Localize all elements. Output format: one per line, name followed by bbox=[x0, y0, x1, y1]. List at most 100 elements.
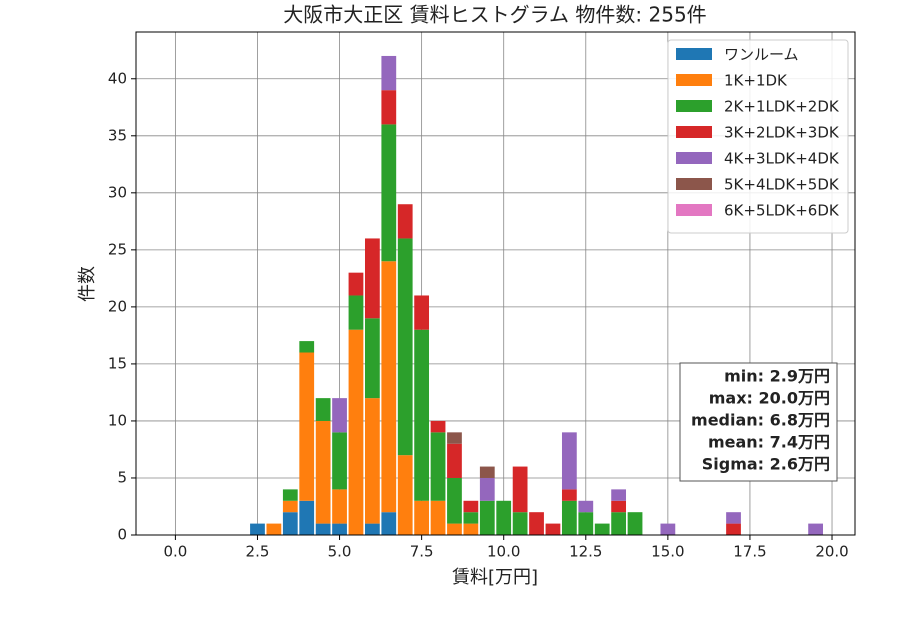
bar-segment bbox=[282, 489, 298, 501]
y-tick-label: 35 bbox=[108, 126, 127, 144]
bar-segment bbox=[381, 261, 397, 513]
bar-segment bbox=[529, 512, 544, 535]
legend: ワンルーム 1K+1DK 2K+1LDK+2DK 3K+2LDK+3DK 4K+3LDK… bbox=[667, 39, 849, 234]
bar-segment bbox=[447, 477, 462, 524]
y-tick-label: 20 bbox=[108, 297, 127, 315]
bar-segment bbox=[381, 124, 397, 262]
grid bbox=[136, 32, 855, 536]
x-axis-label: 賃料[万円] bbox=[452, 567, 538, 588]
bar-segment bbox=[611, 512, 627, 535]
bar-segment bbox=[447, 443, 462, 478]
bar-segment bbox=[348, 272, 364, 296]
x-tick-label: 17.5 bbox=[733, 543, 766, 561]
stats-frame bbox=[679, 362, 838, 482]
bar-segment bbox=[315, 398, 331, 421]
legend-label: 3K+2LDK+3DK bbox=[724, 124, 840, 142]
bar-segment bbox=[726, 523, 741, 535]
x-tick-label: 0.0 bbox=[163, 543, 187, 561]
y-tick-label: 10 bbox=[108, 411, 127, 429]
bar-segment bbox=[250, 523, 265, 535]
bar-segment bbox=[463, 523, 479, 535]
stats-text: mean: 7.4万円 bbox=[708, 433, 830, 452]
legend-label: 4K+3LDK+4DK bbox=[724, 150, 840, 168]
bar-segment bbox=[364, 398, 380, 524]
y-tick-label: 40 bbox=[108, 69, 127, 87]
stats-text: min: 2.9万円 bbox=[724, 367, 830, 386]
bar-segment bbox=[299, 500, 315, 535]
bar-segment bbox=[348, 329, 364, 535]
legend-label: ワンルーム bbox=[724, 46, 799, 64]
bar-segment bbox=[381, 90, 397, 125]
bar-segment bbox=[282, 512, 298, 535]
legend-swatch bbox=[676, 126, 712, 138]
legend-label: 1K+1DK bbox=[724, 72, 788, 90]
bar-segment bbox=[282, 500, 298, 513]
bar-segment bbox=[414, 295, 430, 330]
bar-segment bbox=[463, 500, 479, 513]
stats-text: max: 20.0万円 bbox=[709, 389, 830, 408]
bar-segment bbox=[299, 352, 315, 501]
bar-segment bbox=[463, 512, 479, 524]
stats-box: min: 2.9万円 max: 20.0万円 median: 6.8万円 mean: … bbox=[679, 362, 838, 482]
x-tick-label: 5.0 bbox=[328, 543, 352, 561]
bar-segment bbox=[299, 341, 315, 353]
legend-swatch bbox=[676, 74, 712, 86]
bar-segment bbox=[397, 455, 413, 535]
y-tick-label: 15 bbox=[108, 354, 127, 372]
bar-segment bbox=[660, 523, 676, 535]
bar-segment bbox=[348, 295, 364, 330]
bar-segment bbox=[364, 238, 380, 319]
y-tick-label: 25 bbox=[108, 240, 127, 258]
bar-segment bbox=[578, 512, 594, 535]
bar-segment bbox=[496, 500, 512, 535]
x-tick-label: 12.5 bbox=[569, 543, 602, 561]
legend-swatch bbox=[676, 48, 712, 60]
bar-segment bbox=[512, 466, 528, 513]
x-tick-label: 2.5 bbox=[246, 543, 270, 561]
y-tick-label: 0 bbox=[117, 526, 127, 544]
bar-segment bbox=[430, 432, 446, 501]
legend-swatch bbox=[676, 100, 712, 112]
y-tick-label: 5 bbox=[117, 468, 127, 486]
bar-segment bbox=[594, 523, 610, 535]
bar-segment bbox=[726, 512, 741, 524]
bar-segment bbox=[315, 420, 331, 524]
x-tick-label: 7.5 bbox=[410, 543, 434, 561]
bar-segment bbox=[611, 500, 627, 513]
bar-segment bbox=[479, 500, 495, 535]
bar-segment bbox=[332, 432, 347, 490]
bar-segment bbox=[332, 398, 347, 433]
y-tick-label: 30 bbox=[108, 183, 127, 201]
bar-segment bbox=[266, 523, 282, 535]
x-tick-label: 10.0 bbox=[487, 543, 520, 561]
bar-segment bbox=[430, 500, 446, 535]
bar-segment bbox=[561, 500, 577, 535]
bar-segment bbox=[447, 523, 462, 535]
bar-segment bbox=[808, 523, 823, 535]
legend-swatch bbox=[676, 152, 712, 164]
legend-label: 5K+4LDK+5DK bbox=[724, 176, 840, 194]
bar-segment bbox=[479, 477, 495, 501]
bar-segment bbox=[627, 512, 643, 535]
bar-segment bbox=[315, 523, 331, 535]
bar-segment bbox=[332, 489, 347, 524]
chart-title: 大阪市大正区 賃料ヒストグラム 物件数: 255件 bbox=[283, 3, 706, 27]
bar-segment bbox=[397, 238, 413, 456]
bar-segment bbox=[397, 204, 413, 239]
bar-segment bbox=[381, 512, 397, 535]
bar-segment bbox=[414, 329, 430, 501]
legend-label: 2K+1LDK+2DK bbox=[724, 98, 840, 116]
legend-swatch bbox=[676, 178, 712, 190]
bar-segment bbox=[381, 55, 397, 91]
legend-box bbox=[667, 39, 849, 234]
legend-label: 6K+5LDK+6DK bbox=[724, 202, 840, 220]
legend-swatch bbox=[676, 204, 712, 216]
bar-segment bbox=[512, 512, 528, 535]
bar-segment bbox=[414, 500, 430, 535]
x-tick-label: 15.0 bbox=[651, 543, 684, 561]
bar-segment bbox=[479, 466, 495, 478]
bar-segment bbox=[447, 432, 462, 444]
plot-frame bbox=[135, 31, 856, 536]
bar-segment bbox=[430, 420, 446, 433]
